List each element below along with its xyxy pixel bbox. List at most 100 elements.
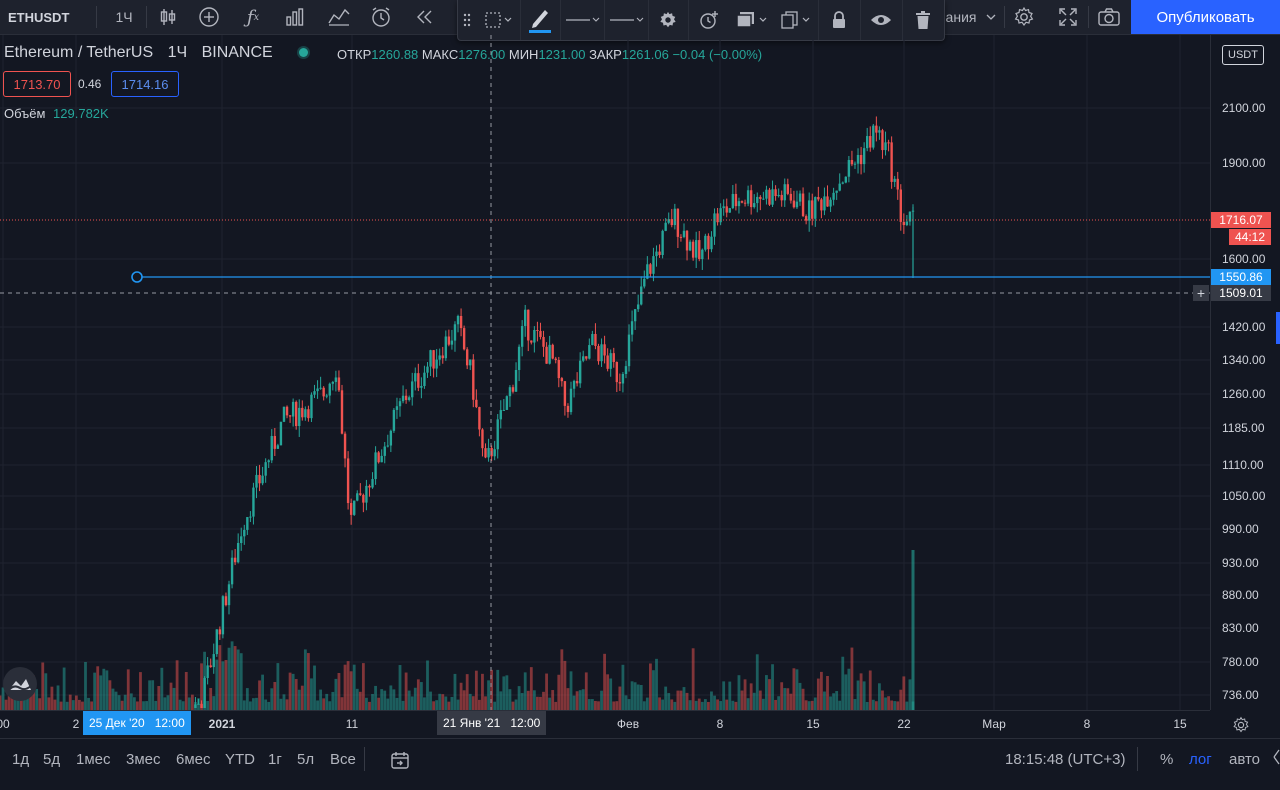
candle-body <box>383 446 386 456</box>
range-button-2[interactable]: 1мес <box>76 751 111 768</box>
volume-bar <box>600 690 603 710</box>
volume-bar <box>404 672 408 710</box>
range-button-0[interactable]: 1д <box>12 751 30 768</box>
settings-gear-icon[interactable] <box>650 0 686 40</box>
volume-bar <box>624 695 628 710</box>
line-template-icon[interactable] <box>478 0 518 40</box>
time-tick-label: 8 <box>716 717 724 731</box>
price-axis[interactable] <box>1210 35 1280 710</box>
range-button-6[interactable]: 1г <box>268 751 282 768</box>
candle-body <box>569 388 573 413</box>
volume-bar <box>371 693 374 710</box>
symbol-search-button[interactable]: ETHUSDT <box>8 9 70 25</box>
volume-bar <box>380 689 384 710</box>
range-button-5[interactable]: YTD <box>225 751 255 768</box>
volume-bar <box>627 699 631 710</box>
fullscreen-icon[interactable] <box>1054 0 1082 34</box>
bar-chart-icon[interactable] <box>278 0 312 34</box>
legend-title[interactable]: Ethereum / TetherUS 1Ч BINANCE <box>4 44 309 62</box>
candle-body <box>206 665 209 678</box>
volume-bar <box>639 684 643 710</box>
price-tick-label: 880.00 <box>1222 588 1259 602</box>
scroll-edge-handle[interactable] <box>1276 312 1280 344</box>
volume-bar <box>801 688 805 710</box>
time-tick-label: 00 <box>0 717 10 731</box>
range-button-3[interactable]: 3мес <box>126 751 161 768</box>
ray-anchor-handle[interactable] <box>131 271 143 283</box>
replay-icon[interactable] <box>408 0 442 34</box>
time-axis[interactable] <box>0 710 1210 739</box>
clone-icon[interactable] <box>776 0 816 40</box>
alert-clock-icon[interactable] <box>364 0 398 34</box>
candle-body <box>807 200 811 221</box>
range-button-4[interactable]: 6мес <box>176 751 211 768</box>
trash-icon[interactable] <box>904 0 942 40</box>
axis-settings-gear-icon[interactable] <box>1232 716 1250 734</box>
percent-scale-toggle[interactable]: % <box>1160 751 1174 768</box>
candle-body <box>230 557 234 585</box>
volume-bar <box>636 684 640 710</box>
camera-snapshot-icon[interactable] <box>1094 0 1124 34</box>
drag-handle-icon[interactable] <box>458 0 476 40</box>
volume-bar <box>761 698 765 710</box>
volume-bar <box>441 694 445 710</box>
volume-bar <box>181 701 185 710</box>
candles-icon[interactable] <box>152 0 184 34</box>
volume-bar <box>248 701 252 710</box>
volume-bar <box>294 679 298 710</box>
timezone-clock[interactable]: 18:15:48 (UTC+3) <box>1005 751 1126 768</box>
candle-body <box>337 377 341 391</box>
volume-bar <box>233 646 237 710</box>
buy-price-button[interactable]: 1714.16 <box>111 71 179 97</box>
tradingview-logo[interactable] <box>3 667 37 701</box>
volume-bar <box>276 663 280 710</box>
volume-bar <box>374 685 377 710</box>
interval-button[interactable]: 1Ч <box>115 9 133 25</box>
range-button-1[interactable]: 5д <box>43 751 61 768</box>
divider <box>1137 747 1138 771</box>
line-color-pencil-icon[interactable] <box>522 0 558 40</box>
candle-body <box>890 142 893 182</box>
visibility-eye-icon[interactable] <box>862 0 900 40</box>
volume-bar <box>84 661 87 710</box>
currency-label[interactable]: USDT <box>1222 45 1264 65</box>
add-alert-icon[interactable] <box>690 0 728 40</box>
sell-price-button[interactable]: 1713.70 <box>3 71 71 97</box>
volume-bar <box>606 674 610 710</box>
volume-bar <box>865 701 869 710</box>
chevron-down-icon[interactable] <box>982 0 1000 34</box>
candle-body <box>881 130 884 151</box>
settings-gear-icon[interactable] <box>1010 0 1038 34</box>
candle-body <box>603 344 606 356</box>
publish-button[interactable]: Опубликовать <box>1131 0 1280 34</box>
compare-icon[interactable] <box>322 0 356 34</box>
auto-scale-toggle[interactable]: авто <box>1229 751 1261 768</box>
candle-body <box>679 236 683 238</box>
volume-bar <box>187 697 191 710</box>
candle-body <box>255 474 258 488</box>
volume-bar <box>890 700 894 710</box>
low-label: МИН <box>508 47 539 62</box>
volume-bar <box>395 697 399 710</box>
candle-body <box>404 395 408 400</box>
candle-body <box>407 397 411 400</box>
range-button-7[interactable]: 5л <box>297 751 315 768</box>
volume-bar <box>288 672 292 710</box>
indicators-add-icon[interactable] <box>192 0 226 34</box>
goto-date-calendar-icon[interactable] <box>390 750 410 770</box>
layers-icon[interactable] <box>730 0 774 40</box>
range-button-8[interactable]: Все <box>330 751 356 768</box>
price-chart[interactable] <box>0 35 1210 710</box>
log-scale-toggle[interactable]: лог <box>1189 751 1212 768</box>
volume-bar <box>313 665 316 710</box>
scroll-handle[interactable] <box>1272 742 1280 772</box>
volume-bar <box>850 647 854 710</box>
add-plus-button[interactable]: + <box>1193 285 1209 301</box>
template-menu-label[interactable]: ания <box>945 9 977 25</box>
line-width-dropdown[interactable] <box>562 0 602 40</box>
line-style-dropdown[interactable] <box>606 0 646 40</box>
volume-bar <box>105 670 109 710</box>
volume-legend[interactable]: Объём 129.782K <box>4 106 109 121</box>
lock-icon[interactable] <box>820 0 858 40</box>
